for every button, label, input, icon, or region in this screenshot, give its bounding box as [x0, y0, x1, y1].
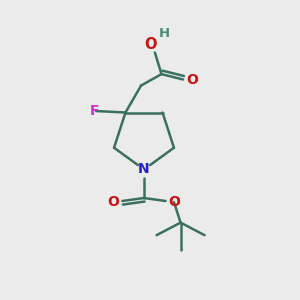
- Text: H: H: [158, 27, 169, 40]
- Text: F: F: [90, 104, 100, 118]
- Text: N: N: [138, 163, 150, 176]
- Text: O: O: [168, 195, 180, 209]
- Text: O: O: [107, 195, 119, 209]
- Text: O: O: [144, 37, 157, 52]
- Text: O: O: [186, 73, 198, 87]
